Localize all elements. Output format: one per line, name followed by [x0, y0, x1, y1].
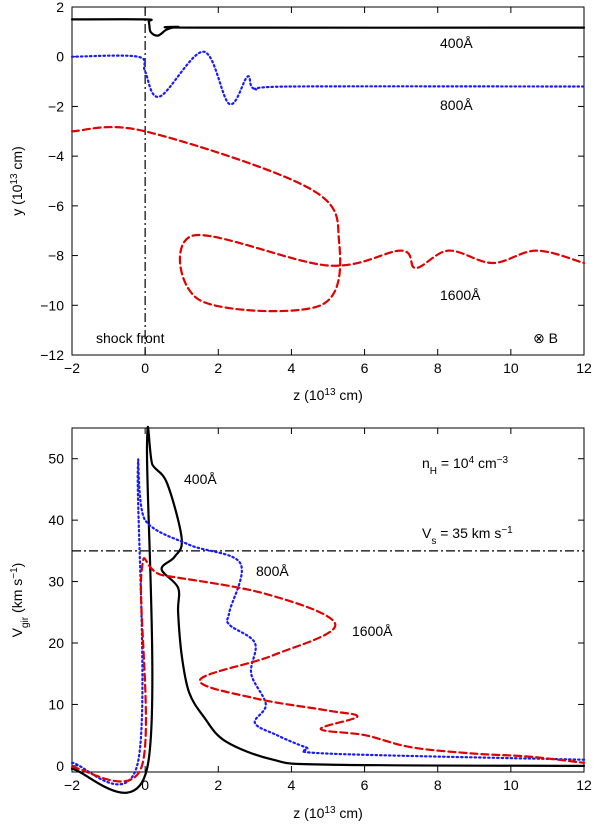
bottom-ylabel: Vgir (km s−1)	[9, 563, 31, 638]
bottom-xtick-label: 8	[434, 777, 442, 793]
shock-speed-label: Vs = 35 km s−1	[422, 525, 513, 547]
top-series-400	[70, 18, 586, 37]
top-ytick-label: −8	[48, 248, 64, 264]
bottom-xtick-label: 10	[503, 777, 519, 793]
bottom-plot-frame	[71, 427, 585, 773]
bottom-xtick-label: −2	[64, 777, 80, 793]
bottom-series-1600	[70, 557, 586, 783]
top-label-400: 400Å	[440, 35, 473, 51]
top-ytick-label: 0	[56, 49, 64, 65]
top-label-1600: 1600Å	[440, 287, 481, 303]
bottom-xtick-label: 6	[361, 777, 369, 793]
bottom-ytick-label: 50	[48, 451, 64, 467]
top-xlabel: z (1013 cm)	[293, 387, 362, 404]
bottom-ytick-label: 20	[48, 635, 64, 651]
bottom-label-400: 400Å	[184, 471, 217, 487]
top-ytick-label: 2	[56, 0, 64, 15]
top-series	[70, 7, 586, 355]
top-xtick-label: 6	[361, 360, 369, 376]
bottom-xtick-label: 12	[576, 777, 592, 793]
bottom-series	[70, 425, 586, 794]
top-panel: −2 0 2 4 6 8 10 12−12−10−8−6−4−202 z (1013 cm) …	[9, 0, 592, 403]
top-xtick-label: 10	[503, 360, 519, 376]
bottom-ytick-label: 10	[48, 696, 64, 712]
bottom-series-400	[70, 425, 586, 794]
bottom-xtick-label: 4	[288, 777, 296, 793]
top-xtick-label: −2	[64, 360, 80, 376]
top-plot-frame	[71, 6, 585, 356]
bottom-series-800	[70, 458, 586, 786]
top-xtick-label: 4	[288, 360, 296, 376]
top-ytick-label: −12	[40, 347, 64, 363]
top-ytick-label: −10	[40, 297, 64, 313]
top-xtick-label: 2	[214, 360, 222, 376]
density-label: nH = 104 cm−3	[422, 455, 509, 477]
bottom-label-800: 800Å	[256, 563, 289, 579]
bottom-ytick-label: 30	[48, 574, 64, 590]
bottom-xtick-label: 0	[141, 777, 149, 793]
top-xtick-label: 0	[141, 360, 149, 376]
field-direction-label: ⊗ B	[533, 330, 558, 346]
top-tick-labels: −2 0 2 4 6 8 10 12 −12 −10 −8 −6 −4 −2 0 2	[40, 0, 592, 376]
bottom-ticks	[71, 428, 585, 772]
bottom-ytick-label: 0	[56, 758, 64, 774]
top-ylabel: y (1013 cm)	[9, 146, 26, 215]
top-xtick-label: 12	[576, 360, 592, 376]
top-ytick-label: −6	[48, 198, 64, 214]
top-ytick-label: −2	[48, 98, 64, 114]
bottom-ytick-label: 40	[48, 512, 64, 528]
bottom-xlabel: z (1013 cm)	[293, 805, 362, 822]
bottom-label-1600: 1600Å	[352, 623, 393, 639]
top-series-800	[70, 50, 586, 106]
top-ytick-label: −4	[48, 148, 64, 164]
top-series-1600	[70, 125, 586, 313]
top-xtick-label: 8	[434, 360, 442, 376]
bottom-xtick-label: 2	[214, 777, 222, 793]
top-label-800: 800Å	[440, 97, 473, 113]
shock-front-label: shock front	[96, 330, 165, 346]
top-ticks	[71, 6, 585, 356]
